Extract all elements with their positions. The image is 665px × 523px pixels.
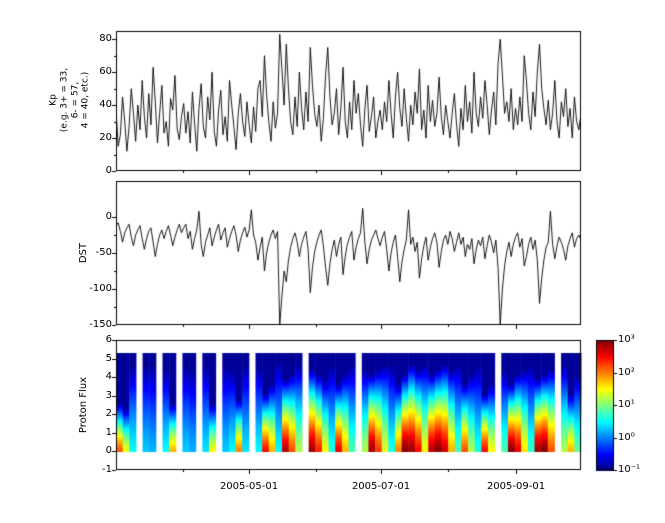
kp-axis-label: Kp (e.g. 3+ = 33, 6- = 57, 4 = 40, etc.) (48, 68, 91, 132)
proton-flux-panel-ytick-label: 5 (105, 353, 112, 364)
dst-panel-ytick-label: 0 (105, 211, 112, 222)
kp-axis-label-line: (e.g. 3+ = 33, (59, 67, 70, 133)
dst-panel-ytick-label: -100 (89, 283, 112, 294)
colorbar-tick-label: 10⁻¹ (618, 464, 641, 475)
proton-flux-panel-ytick-label: 2 (105, 408, 112, 419)
xtick-date-label: 2005-09-01 (486, 481, 546, 492)
dst-axis-label: DST (78, 242, 89, 264)
colorbar-tick-label: 10¹ (618, 399, 635, 410)
kp-panel-ytick-label: 80 (99, 33, 112, 44)
xtick-date-label: 2005-05-01 (219, 481, 279, 492)
kp-axis-label-line: 4 = 40, etc.) (80, 71, 91, 129)
dst-panel-ytick-label: -50 (95, 247, 112, 258)
proton-flux-panel-ytick-label: 0 (105, 445, 112, 456)
kp-panel-ytick-label: 60 (99, 66, 112, 77)
flux-axis-label: Proton Flux (78, 376, 89, 434)
xtick-date-label: 2005-07-01 (351, 481, 411, 492)
kp-axis-label-line: 6- = 57, (70, 81, 80, 119)
kp-panel-ytick-label: 0 (105, 165, 112, 176)
proton-flux-panel-ytick-label: -1 (102, 464, 112, 475)
proton-flux-panel-ytick-label: 4 (105, 371, 112, 382)
dst-panel-ytick-label: -150 (89, 319, 112, 330)
kp-axis-label-line: Kp (48, 94, 59, 106)
colorbar-tick-label: 10³ (618, 334, 635, 345)
colorbar-tick-label: 10⁰ (618, 432, 635, 443)
colorbar-tick-label: 10² (618, 367, 635, 378)
kp-panel-ytick-label: 20 (99, 132, 112, 143)
proton-flux-panel-ytick-label: 3 (105, 390, 112, 401)
kp-panel-ytick-label: 40 (99, 99, 112, 110)
proton-flux-panel-ytick-label: 6 (105, 334, 112, 345)
proton-flux-panel-ytick-label: 1 (105, 427, 112, 438)
